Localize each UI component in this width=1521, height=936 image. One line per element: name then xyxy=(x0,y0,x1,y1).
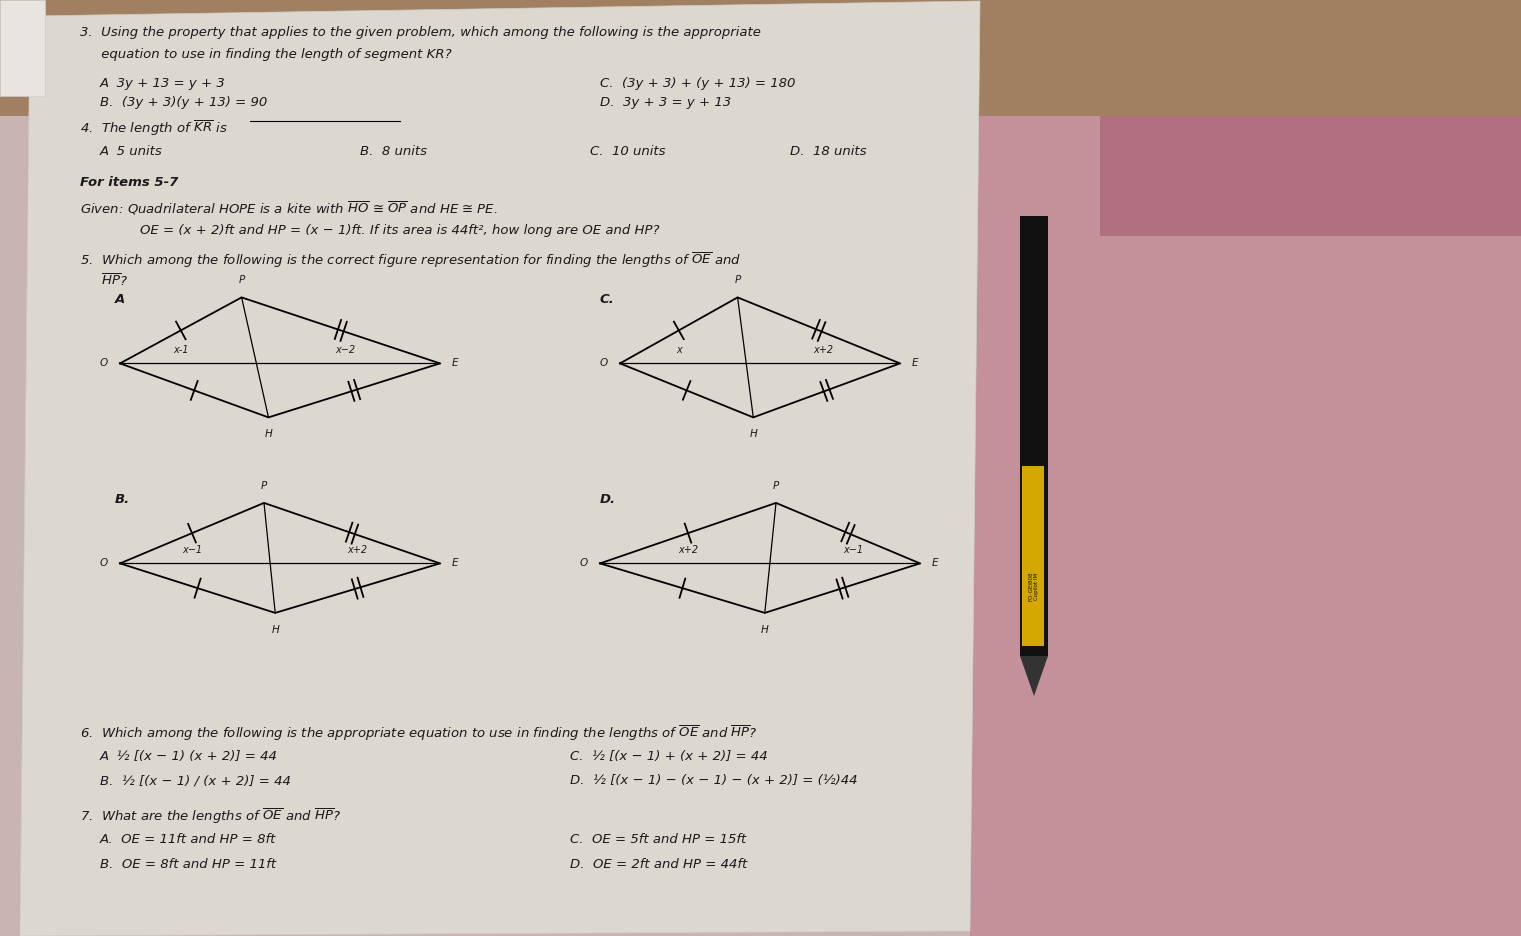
Text: D.  OE = 2ft and HP = 44ft: D. OE = 2ft and HP = 44ft xyxy=(570,857,747,870)
Text: D.  18 units: D. 18 units xyxy=(789,145,867,158)
Text: P: P xyxy=(735,275,741,285)
FancyBboxPatch shape xyxy=(0,0,1521,116)
Text: H: H xyxy=(271,625,278,635)
Text: E: E xyxy=(452,358,458,369)
Text: C.: C. xyxy=(599,293,614,306)
Text: C.  10 units: C. 10 units xyxy=(590,145,666,158)
Text: E: E xyxy=(452,559,458,568)
Text: P: P xyxy=(262,481,268,490)
Text: D.: D. xyxy=(599,493,616,506)
Polygon shape xyxy=(1021,656,1048,696)
Text: For items 5-7: For items 5-7 xyxy=(81,176,178,188)
FancyBboxPatch shape xyxy=(0,0,46,96)
Text: D.  3y + 3 = y + 13: D. 3y + 3 = y + 13 xyxy=(599,96,732,110)
Text: B.  ½ [(x − 1) / (x + 2)] = 44: B. ½ [(x − 1) / (x + 2)] = 44 xyxy=(100,774,291,787)
Text: x−1: x−1 xyxy=(183,546,202,555)
Text: P: P xyxy=(239,275,245,285)
Text: 5.  Which among the following is the correct figure representation for finding t: 5. Which among the following is the corr… xyxy=(81,251,741,270)
Text: FO-GEI808
Copilot IM: FO-GEI808 Copilot IM xyxy=(1028,571,1039,601)
Text: x−1: x−1 xyxy=(843,546,862,555)
Text: H: H xyxy=(265,430,272,439)
Text: H: H xyxy=(750,430,757,439)
Text: x: x xyxy=(675,345,681,356)
Text: C.  OE = 5ft and HP = 15ft: C. OE = 5ft and HP = 15ft xyxy=(570,833,747,846)
Text: B.  (3y + 3)(y + 13) = 90: B. (3y + 3)(y + 13) = 90 xyxy=(100,96,268,110)
Text: B.  OE = 8ft and HP = 11ft: B. OE = 8ft and HP = 11ft xyxy=(100,857,277,870)
Text: A  5 units: A 5 units xyxy=(100,145,163,158)
Text: B.  8 units: B. 8 units xyxy=(360,145,427,158)
Text: x+2: x+2 xyxy=(814,345,834,356)
Text: C.  ½ [(x − 1) + (x + 2)] = 44: C. ½ [(x − 1) + (x + 2)] = 44 xyxy=(570,750,768,763)
Text: O: O xyxy=(100,358,108,369)
FancyBboxPatch shape xyxy=(1021,216,1048,656)
Text: H: H xyxy=(760,625,768,635)
Text: 3.  Using the property that applies to the given problem, which among the follow: 3. Using the property that applies to th… xyxy=(81,26,760,39)
Polygon shape xyxy=(20,1,980,936)
Text: D.  ½ [(x − 1) − (x − 1) − (x + 2)] = (½)44: D. ½ [(x − 1) − (x − 1) − (x + 2)] = (½)… xyxy=(570,774,858,787)
Text: B.: B. xyxy=(116,493,131,506)
FancyBboxPatch shape xyxy=(970,0,1521,936)
Text: O: O xyxy=(599,358,608,369)
Text: Given: Quadrilateral HOPE is a kite with $\overline{HO}$ ≅ $\overline{OP}$ and H: Given: Quadrilateral HOPE is a kite with… xyxy=(81,199,497,217)
Text: O: O xyxy=(580,559,589,568)
Text: C.  (3y + 3) + (y + 13) = 180: C. (3y + 3) + (y + 13) = 180 xyxy=(599,77,795,90)
FancyBboxPatch shape xyxy=(1100,0,1521,236)
Text: x-1: x-1 xyxy=(173,345,189,356)
Text: OE = (x + 2)ft and HP = (x − 1)ft. If its area is 44ft², how long are OE and HP?: OE = (x + 2)ft and HP = (x − 1)ft. If it… xyxy=(140,224,660,237)
Text: 6.  Which among the following is the appropriate equation to use in finding the : 6. Which among the following is the appr… xyxy=(81,724,757,742)
Text: 4.  The length of $\overline{KR}$ is: 4. The length of $\overline{KR}$ is xyxy=(81,118,228,138)
Text: E: E xyxy=(932,559,938,568)
Text: A.  OE = 11ft and HP = 8ft: A. OE = 11ft and HP = 8ft xyxy=(100,833,277,846)
Text: O: O xyxy=(100,559,108,568)
Text: x−2: x−2 xyxy=(336,345,356,356)
Text: x+2: x+2 xyxy=(347,546,367,555)
Text: A  ½ [(x − 1) (x + 2)] = 44: A ½ [(x − 1) (x + 2)] = 44 xyxy=(100,750,278,763)
Text: 7.  What are the lengths of $\overline{OE}$ and $\overline{HP}$?: 7. What are the lengths of $\overline{OE… xyxy=(81,807,341,826)
Text: x+2: x+2 xyxy=(678,546,698,555)
Text: $\overline{HP}$?: $\overline{HP}$? xyxy=(81,272,128,288)
Text: A: A xyxy=(116,293,125,306)
FancyBboxPatch shape xyxy=(1022,466,1043,646)
Text: equation to use in finding the length of segment KR?: equation to use in finding the length of… xyxy=(81,48,452,61)
Text: P: P xyxy=(773,481,779,490)
Text: E: E xyxy=(913,358,919,369)
Text: A  3y + 13 = y + 3: A 3y + 13 = y + 3 xyxy=(100,77,225,90)
